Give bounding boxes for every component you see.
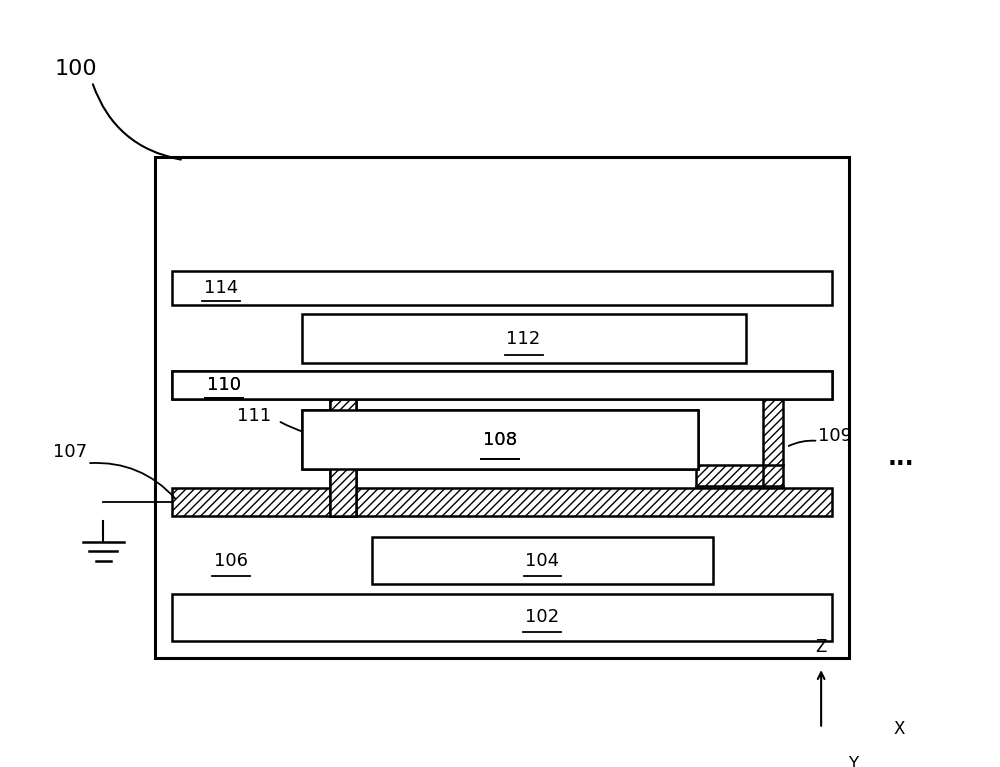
Bar — [302, 410, 698, 469]
Text: X: X — [894, 719, 905, 738]
Bar — [372, 537, 713, 584]
Bar — [330, 375, 356, 516]
Bar — [172, 271, 832, 304]
Text: 108: 108 — [483, 430, 517, 449]
Text: 104: 104 — [525, 551, 560, 570]
Bar — [172, 370, 832, 399]
Bar — [302, 410, 698, 469]
Text: 114: 114 — [204, 278, 239, 297]
Text: 112: 112 — [506, 330, 541, 347]
Text: 102: 102 — [525, 608, 559, 626]
Text: Z: Z — [815, 638, 827, 656]
FancyArrowPatch shape — [90, 463, 175, 499]
Text: 110: 110 — [207, 376, 241, 393]
Bar — [297, 375, 783, 397]
Bar — [172, 594, 832, 640]
FancyArrowPatch shape — [280, 422, 332, 439]
Text: 111: 111 — [237, 407, 271, 425]
Bar — [155, 157, 849, 658]
Bar — [172, 488, 832, 516]
Text: Y: Y — [848, 755, 858, 767]
Bar — [330, 375, 356, 516]
Bar — [763, 375, 783, 486]
Bar — [302, 314, 746, 363]
Text: 107: 107 — [53, 443, 87, 461]
FancyArrowPatch shape — [93, 84, 181, 160]
Text: ...: ... — [888, 446, 915, 469]
Bar — [172, 370, 832, 399]
Text: 106: 106 — [214, 551, 248, 570]
Text: 108: 108 — [483, 430, 517, 449]
Text: 110: 110 — [207, 376, 241, 393]
Text: 100: 100 — [54, 59, 97, 80]
Text: 109: 109 — [818, 427, 852, 445]
FancyArrowPatch shape — [789, 440, 816, 446]
Bar — [696, 465, 783, 486]
